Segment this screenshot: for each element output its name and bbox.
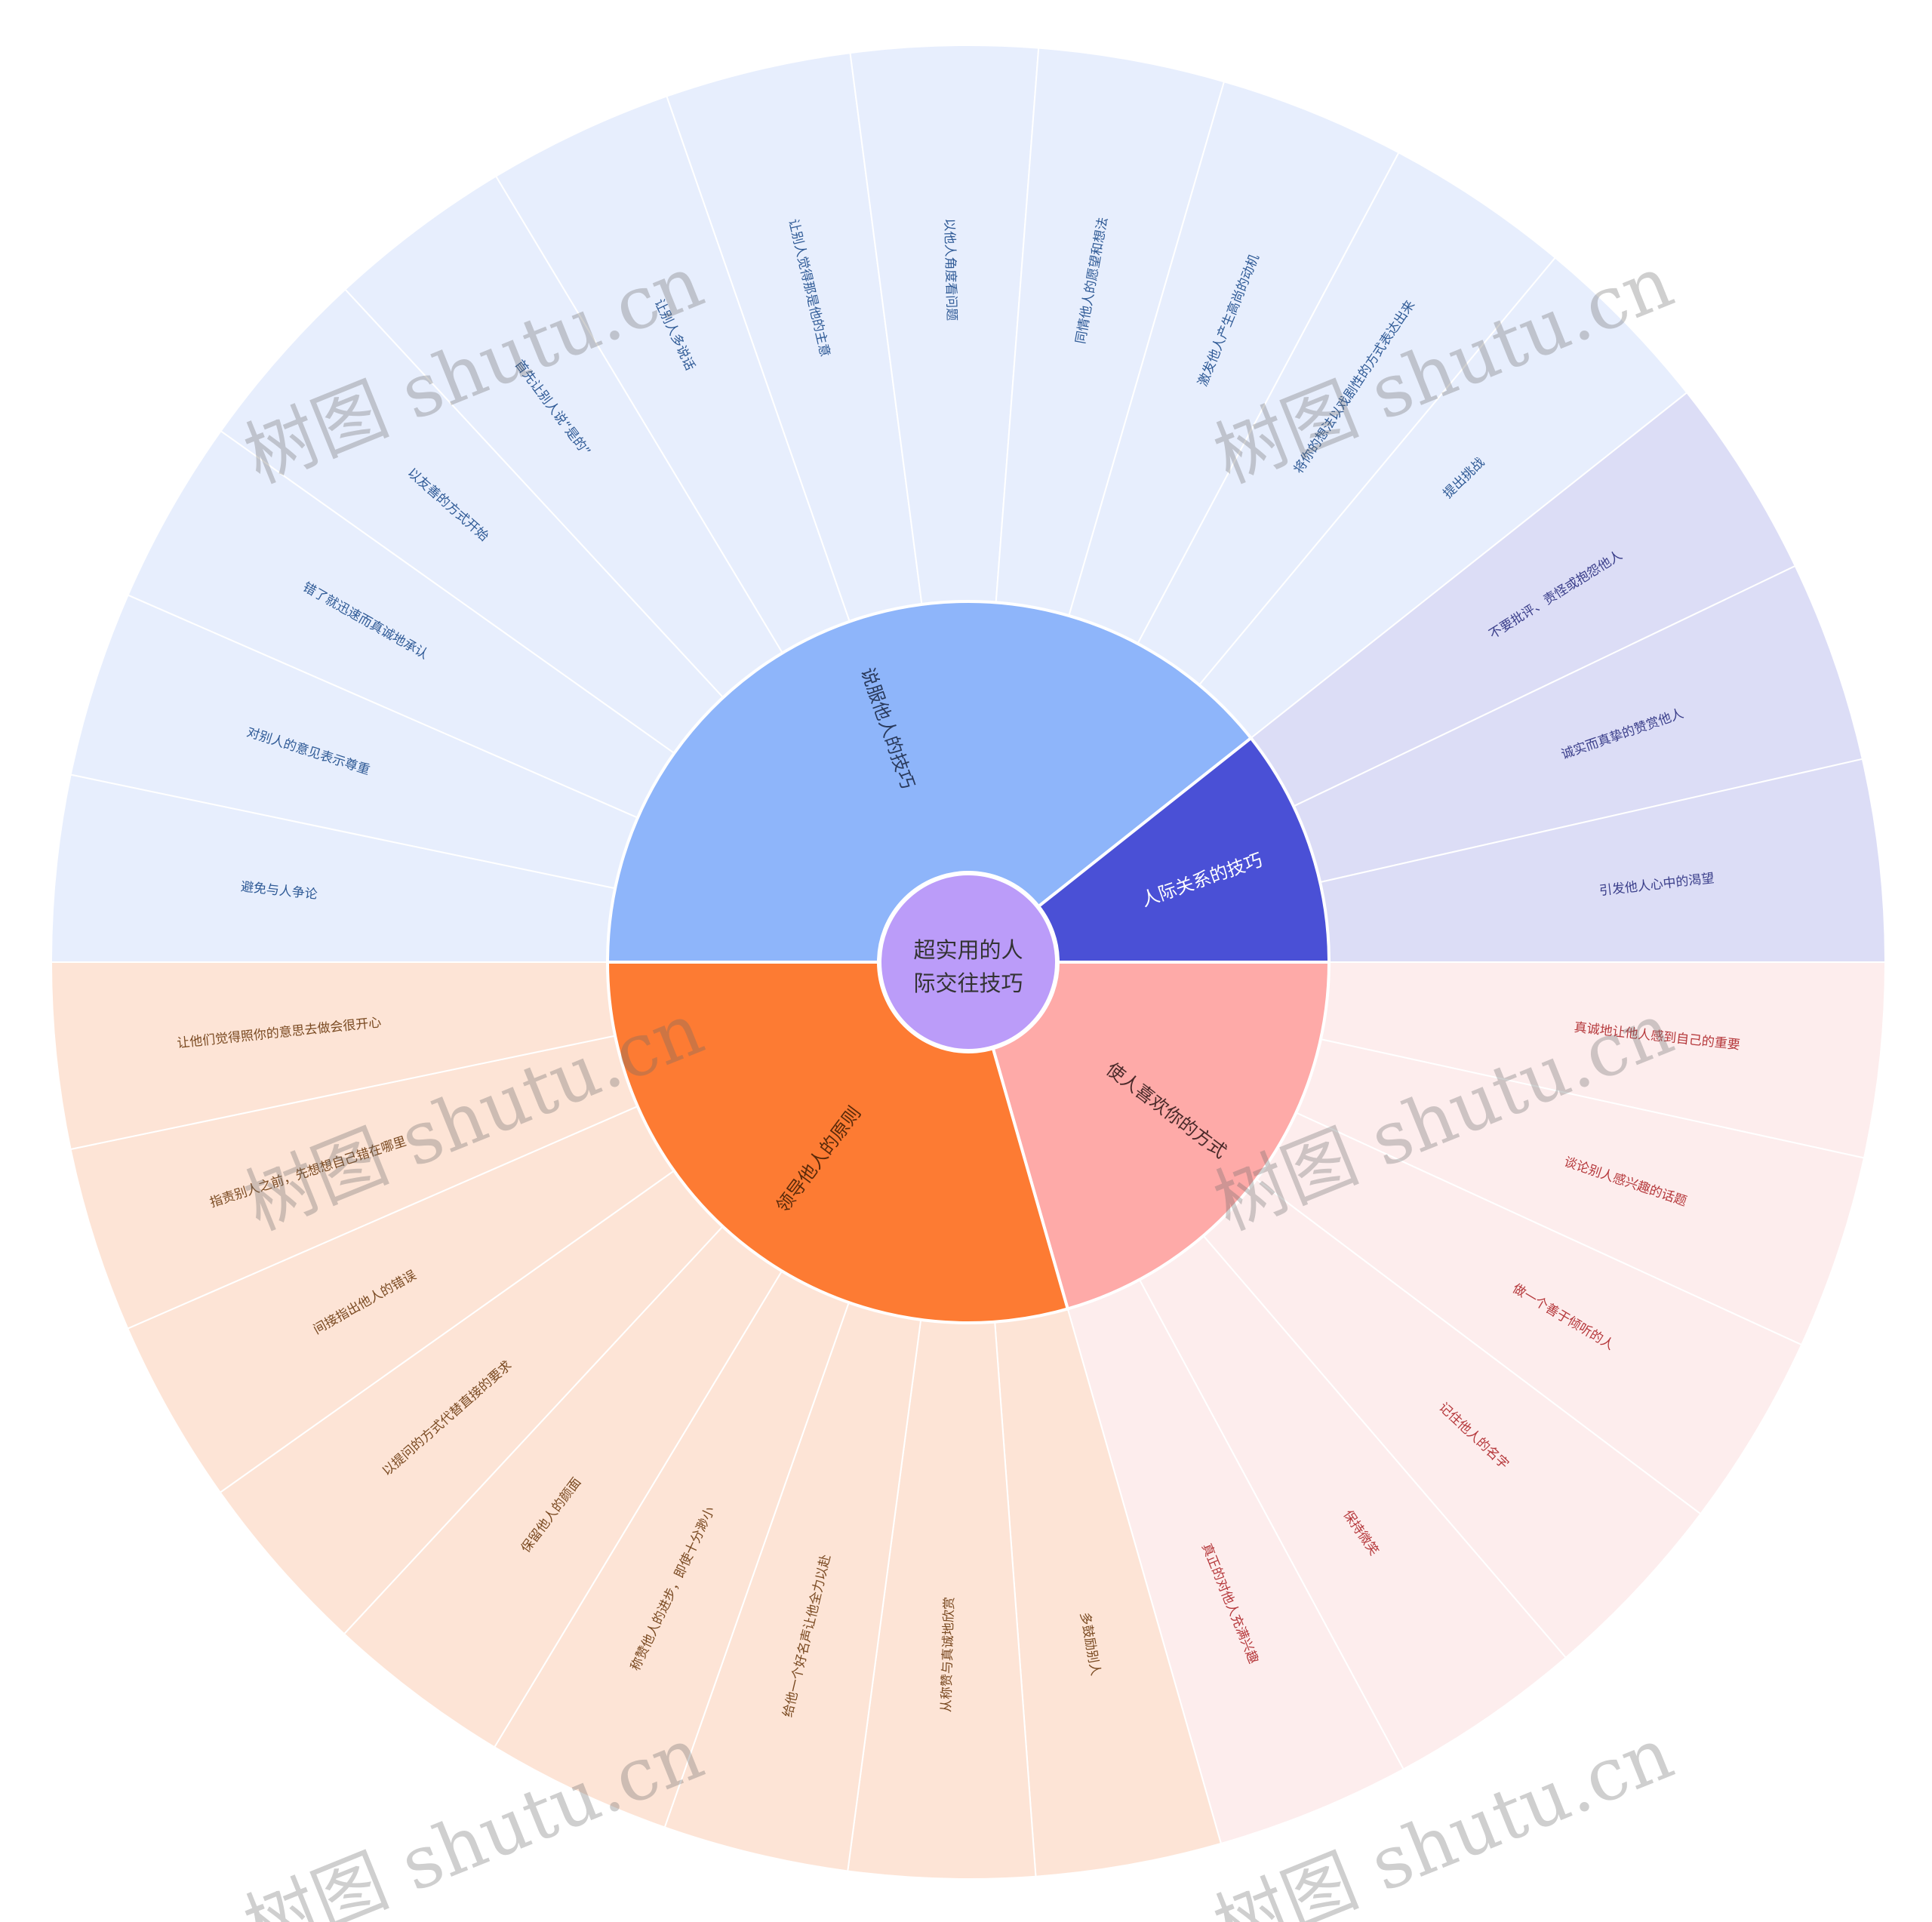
leaf-label-3-1: 从称赞与真诚地欣赏 — [939, 1597, 957, 1713]
center-label-line2: 际交往技巧 — [913, 970, 1023, 996]
center-circle[interactable] — [877, 871, 1060, 1053]
center-label-line1: 超实用的人 — [913, 937, 1023, 963]
leaf-label-0-7: 以他人角度看问题 — [941, 218, 959, 321]
center-node[interactable]: 超实用的人 际交往技巧 — [877, 871, 1060, 1053]
leaf-ring: 避免与人争论对别人的意见表示尊重错了就迅速而真诚地承认以友善的方式开始首先让别人… — [50, 45, 1887, 1880]
